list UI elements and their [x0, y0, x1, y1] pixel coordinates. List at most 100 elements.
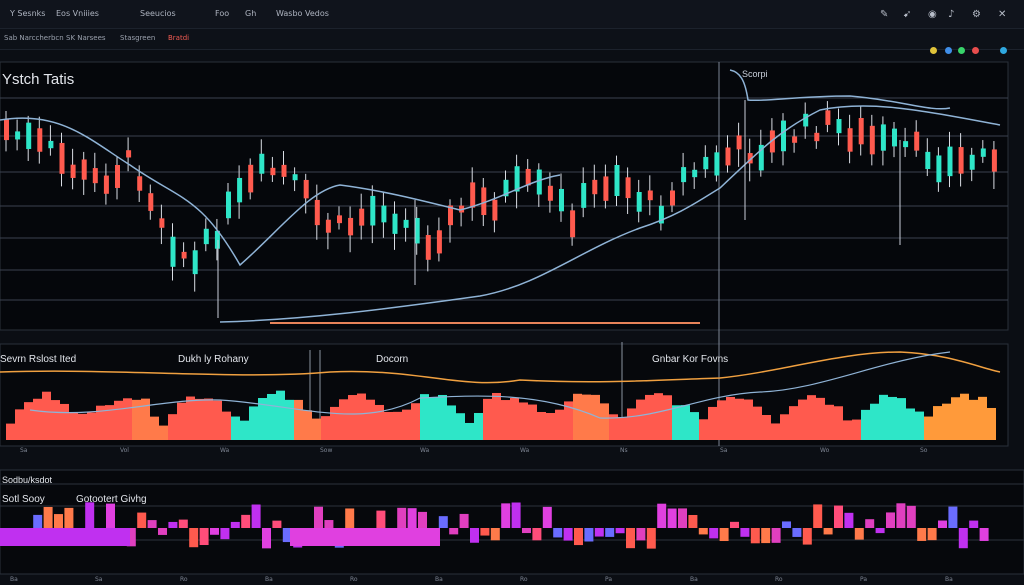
histogram-bar: [285, 399, 294, 440]
bottom-panel-subtitle: Sotl Sooy: [2, 494, 45, 505]
histogram-bar: [339, 399, 348, 440]
bottom-x-tick: Ro: [520, 576, 528, 583]
volume-bar: [958, 528, 968, 549]
candle-body: [237, 177, 243, 203]
volume-bar: [927, 528, 937, 541]
histogram-bar: [501, 400, 510, 440]
candle-body: [525, 168, 531, 186]
histogram-bar: [114, 400, 123, 440]
candle-body: [414, 217, 420, 244]
status-dot-yellow[interactable]: [930, 47, 937, 54]
candle-body: [980, 148, 986, 157]
middle-x-tick: Wa: [220, 447, 230, 454]
histogram-bar: [690, 412, 699, 440]
candle-body: [670, 190, 675, 206]
candle-body: [303, 179, 309, 199]
volume-bar: [272, 520, 282, 528]
volume-bar: [740, 528, 750, 537]
close-icon[interactable]: ✕: [998, 9, 1007, 20]
histogram-bar: [168, 414, 177, 440]
candle-body: [259, 153, 265, 174]
volume-bar: [938, 520, 947, 528]
middle-panel-title: Sevrn Rslost Ited: [0, 354, 77, 365]
subbar-item-3[interactable]: Stasgreen: [120, 34, 156, 42]
histogram-bar: [897, 398, 906, 440]
histogram-bar: [519, 402, 528, 440]
pen-icon[interactable]: ✎: [880, 9, 889, 20]
eye-icon[interactable]: ◉: [928, 9, 937, 20]
candle-body: [703, 156, 709, 170]
candle-body: [214, 230, 220, 249]
volume-bar: [698, 528, 708, 535]
histogram-bar: [888, 396, 897, 440]
histogram-bar: [636, 399, 645, 440]
candle-body: [159, 218, 165, 228]
candle-body: [559, 188, 564, 212]
histogram-bar: [384, 411, 393, 440]
candle-body: [270, 167, 276, 176]
pointer-icon[interactable]: ➹: [903, 9, 912, 20]
menu-item-5[interactable]: Gh: [245, 9, 257, 18]
candle-body: [448, 205, 453, 226]
subbar-item-1[interactable]: Sab Narccherbcn: [4, 34, 64, 42]
candle-body: [359, 208, 365, 226]
menu-item-6[interactable]: Wasbo Vedos: [276, 9, 329, 18]
bottom-x-tick: Pa: [605, 576, 613, 583]
volume-bar: [511, 502, 521, 528]
histogram-bar: [699, 419, 708, 440]
histogram-bar: [600, 403, 609, 440]
histogram-bar: [528, 404, 537, 440]
candle-body: [847, 128, 853, 152]
bottom-x-tick: Ro: [350, 576, 358, 583]
histogram-bar: [150, 416, 159, 440]
bottom-panel-title: Sodbu/ksdot: [2, 475, 53, 485]
histogram-bar: [267, 393, 276, 440]
volume-bar: [106, 503, 115, 528]
status-dot-green[interactable]: [958, 47, 965, 54]
candle-body: [814, 132, 820, 142]
histogram-bar: [942, 403, 951, 440]
candle-body: [625, 177, 631, 199]
indicator-bar: Sab Narccherbcn SK Narsees Stasgreen Bra…: [0, 29, 1024, 50]
menu-item-1[interactable]: Y Sesnks: [10, 9, 46, 18]
subbar-item-4[interactable]: Bratdi: [168, 34, 190, 42]
middle-x-tick: So: [920, 447, 928, 454]
menu-item-4[interactable]: Foo: [215, 9, 230, 18]
candle-body: [681, 167, 687, 183]
candle-body: [48, 140, 54, 149]
histogram-bar: [861, 409, 870, 440]
candle-body: [203, 228, 209, 245]
status-dot-red[interactable]: [972, 47, 979, 54]
bottom-x-tick: Ro: [180, 576, 188, 583]
volume-bar: [667, 508, 677, 528]
histogram-bar: [411, 403, 420, 440]
histogram-bar: [762, 415, 771, 440]
candle-body: [70, 164, 76, 178]
menu-item-2[interactable]: Eos Vniiies: [56, 9, 99, 18]
middle-x-tick: Wo: [820, 447, 830, 454]
ma-line-long: [219, 105, 1001, 323]
candle-body: [425, 235, 431, 260]
menu-item-3[interactable]: Seeucios: [140, 9, 176, 18]
volume-bar: [792, 528, 802, 537]
signal-line: [0, 351, 1001, 384]
histogram-bar: [780, 414, 789, 440]
histogram-bar: [798, 399, 807, 440]
status-dot-cyan[interactable]: [1000, 47, 1007, 54]
subbar-item-2[interactable]: SK Narsees: [66, 34, 106, 42]
status-dot-blue[interactable]: [945, 47, 952, 54]
volume-block: [290, 528, 440, 546]
candle-body: [470, 182, 476, 208]
candle-body: [314, 199, 320, 226]
volume-bar: [147, 520, 157, 528]
histogram-bar: [258, 398, 267, 440]
histogram-bar: [609, 414, 618, 440]
histogram-bar: [132, 399, 141, 440]
volume-bar: [199, 528, 209, 546]
volume-bar: [480, 528, 490, 536]
middle-x-tick: Sa: [720, 447, 728, 454]
bell-icon[interactable]: ♪: [948, 9, 955, 20]
histogram-bar: [60, 403, 69, 440]
gear-icon[interactable]: ⚙: [972, 9, 981, 20]
